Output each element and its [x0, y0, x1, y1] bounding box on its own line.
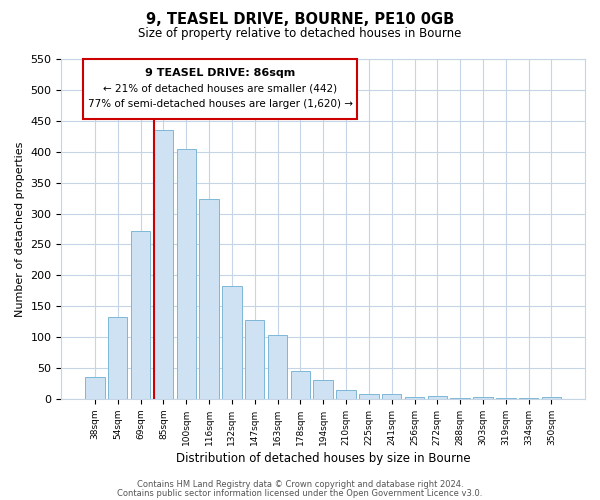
Bar — [428, 396, 447, 399]
Text: 9, TEASEL DRIVE, BOURNE, PE10 0GB: 9, TEASEL DRIVE, BOURNE, PE10 0GB — [146, 12, 454, 28]
Bar — [85, 378, 104, 399]
Text: 77% of semi-detached houses are larger (1,620) →: 77% of semi-detached houses are larger (… — [88, 99, 353, 109]
Bar — [245, 320, 265, 399]
Bar — [108, 317, 127, 399]
Text: Contains public sector information licensed under the Open Government Licence v3: Contains public sector information licen… — [118, 488, 482, 498]
Bar — [405, 397, 424, 399]
Bar — [451, 398, 470, 399]
Text: Contains HM Land Registry data © Crown copyright and database right 2024.: Contains HM Land Registry data © Crown c… — [137, 480, 463, 489]
Bar — [359, 394, 379, 399]
Bar — [176, 148, 196, 399]
Bar — [154, 130, 173, 399]
Bar — [290, 371, 310, 399]
X-axis label: Distribution of detached houses by size in Bourne: Distribution of detached houses by size … — [176, 452, 470, 465]
Bar — [542, 397, 561, 399]
Bar — [382, 394, 401, 399]
Text: Size of property relative to detached houses in Bourne: Size of property relative to detached ho… — [139, 28, 461, 40]
Y-axis label: Number of detached properties: Number of detached properties — [15, 142, 25, 316]
Bar — [268, 336, 287, 399]
Text: ← 21% of detached houses are smaller (442): ← 21% of detached houses are smaller (44… — [103, 84, 338, 94]
Bar — [131, 231, 150, 399]
Bar — [337, 390, 356, 399]
Bar — [222, 286, 242, 399]
Bar — [83, 59, 358, 119]
Bar — [473, 397, 493, 399]
Bar — [313, 380, 333, 399]
Bar — [199, 200, 219, 399]
Bar — [519, 398, 538, 399]
Bar — [496, 398, 515, 399]
Text: 9 TEASEL DRIVE: 86sqm: 9 TEASEL DRIVE: 86sqm — [145, 68, 296, 78]
